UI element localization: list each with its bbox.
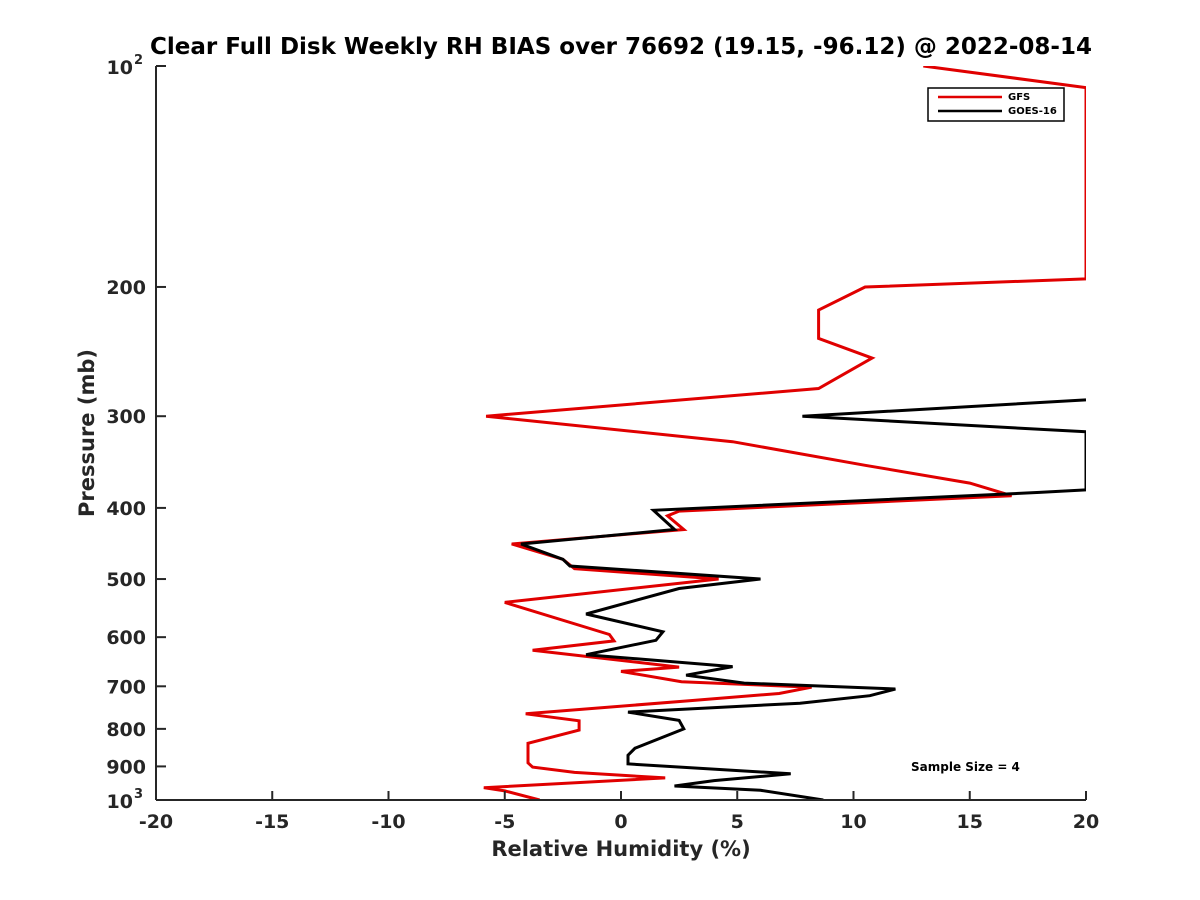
- y-tick-label: 10: [107, 57, 133, 79]
- x-tick-label: -10: [371, 811, 405, 833]
- x-tick-label: 10: [840, 811, 866, 833]
- x-axis-label: Relative Humidity (%): [491, 837, 750, 861]
- x-tick-label: 0: [614, 811, 627, 833]
- y-tick-label: 900: [106, 756, 146, 778]
- y-tick-label: 400: [106, 498, 146, 520]
- x-tick-label: -5: [494, 811, 515, 833]
- y-axis-label: Pressure (mb): [75, 349, 99, 517]
- y-tick-label: 800: [106, 719, 146, 741]
- y-tick-label: 300: [106, 406, 146, 428]
- x-tick-label: 20: [1073, 811, 1099, 833]
- x-tick-label: 15: [957, 811, 983, 833]
- y-tick-exponent: 2: [134, 53, 143, 68]
- x-tick-label: -20: [139, 811, 173, 833]
- sample-size-annotation: Sample Size = 4: [911, 760, 1020, 774]
- y-tick-exponent: 3: [134, 787, 143, 802]
- x-tick-label: -15: [255, 811, 289, 833]
- y-tick-label: 600: [106, 627, 146, 649]
- legend: GFS GOES-16: [927, 87, 1065, 122]
- series-layer: [483, 66, 1086, 800]
- series-line-gfs: [483, 66, 1086, 800]
- x-tick-label: 5: [731, 811, 744, 833]
- legend-label-gfs: GFS: [1008, 92, 1030, 103]
- chart-title: Clear Full Disk Weekly RH BIAS over 7669…: [150, 34, 1092, 60]
- legend-label-goes16: GOES-16: [1008, 106, 1057, 117]
- y-tick-label: 200: [106, 277, 146, 299]
- y-tick-label: 10: [107, 791, 133, 813]
- y-tick-label: 700: [106, 676, 146, 698]
- x-tick-labels: -20 -15 -10 -5 0 5 10 15 20: [139, 791, 1099, 833]
- series-line-goes16: [520, 398, 1086, 800]
- legend-box: [927, 87, 1065, 122]
- y-tick-label: 500: [106, 569, 146, 591]
